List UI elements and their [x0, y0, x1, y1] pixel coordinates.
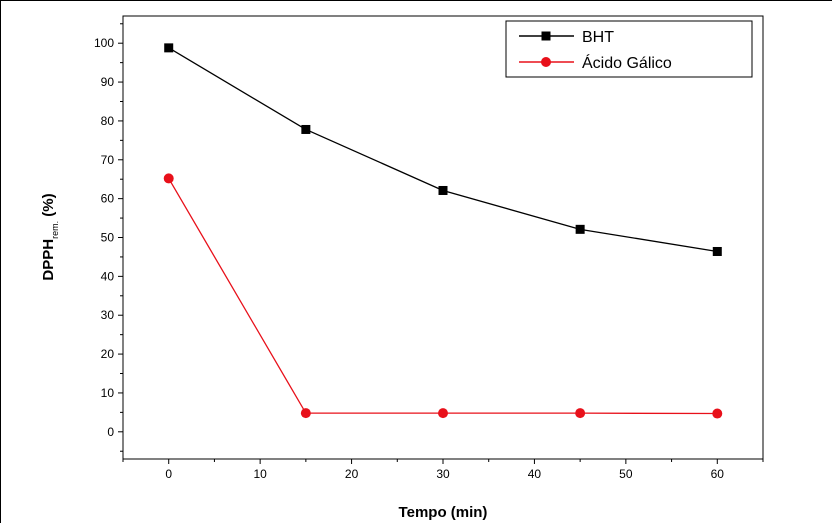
y-axis-title: DPPHrem. (%)	[40, 193, 60, 280]
legend-box	[505, 20, 753, 78]
data-point-bht	[712, 246, 722, 256]
ticks-layer: 0 10 20 30 40 50 60 0 10 20 30 40 50 60 70 80 90 100	[94, 23, 764, 481]
data-point-acido-galico	[712, 408, 723, 419]
y-tick-label: 70	[101, 153, 115, 167]
data-point-acido-galico	[438, 408, 448, 419]
data-point-acido-galico	[163, 173, 174, 184]
data-point-acido-galico	[575, 408, 586, 419]
y-tick-label: 80	[101, 114, 115, 128]
y-tick-label: 40	[101, 269, 115, 283]
y-axis-title-subscript: rem.	[50, 221, 60, 239]
y-tick-label: 30	[101, 308, 115, 322]
series-line-bht	[168, 47, 718, 253]
x-axis-title: Tempo (min)	[399, 504, 488, 521]
y-tick-label: 10	[101, 386, 115, 400]
data-point-bht	[164, 43, 174, 53]
y-tick-label: 90	[101, 75, 115, 89]
legend: BHT Ácido Gálico	[505, 20, 753, 78]
legend-marker-acido-galico	[541, 57, 551, 67]
series-layer	[163, 43, 723, 419]
x-tick-label: 50	[619, 467, 633, 481]
x-tick-label: 30	[436, 467, 450, 481]
x-tick-label: 40	[528, 467, 542, 481]
series-line-acido-galico	[168, 178, 718, 415]
x-tick-label: 20	[345, 467, 359, 481]
y-tick-label: 50	[101, 231, 115, 245]
y-tick-label: 0	[107, 425, 114, 439]
data-point-acido-galico	[300, 408, 311, 419]
y-tick-label: 60	[101, 192, 115, 206]
legend-label-acido-galico: Ácido Gálico	[582, 53, 672, 72]
legend-marker-bht	[541, 31, 551, 41]
y-tick-label: 100	[94, 36, 114, 50]
data-point-bht	[438, 185, 448, 195]
data-point-bht	[301, 124, 311, 134]
y-axis-title-suffix: (%)	[40, 193, 57, 221]
x-tick-label: 10	[253, 467, 267, 481]
plot-area	[122, 15, 764, 460]
y-tick-label: 20	[101, 347, 115, 361]
legend-label-bht: BHT	[582, 29, 614, 46]
x-tick-label: 60	[711, 467, 725, 481]
x-tick-label: 0	[165, 467, 172, 481]
data-point-bht	[575, 224, 585, 234]
y-axis-title-main: DPPH	[40, 239, 57, 281]
